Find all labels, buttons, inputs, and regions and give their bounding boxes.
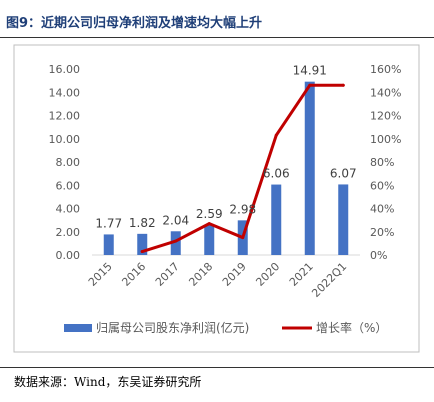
bar xyxy=(103,234,114,255)
bar xyxy=(271,184,282,255)
legend-line-label: 增长率（%） xyxy=(316,320,387,335)
bar xyxy=(137,233,148,255)
bar-data-label: 14.91 xyxy=(293,64,327,78)
bar-data-labels: 1.77 1.82 2.04 2.59 2.98 6.06 14.91 6.07 xyxy=(95,64,356,231)
left-axis-tick-label: 8.00 xyxy=(56,156,81,169)
bar-data-label: 2.59 xyxy=(196,207,223,221)
right-axis-tick-label: 80% xyxy=(370,156,394,169)
right-axis-tick-label: 40% xyxy=(370,203,394,216)
line-point xyxy=(174,239,178,243)
bar-data-label: 1.77 xyxy=(95,216,122,230)
right-axis-tick-label: 140% xyxy=(370,86,401,99)
right-axis-tick-label: 60% xyxy=(370,179,394,192)
bar-data-label: 6.07 xyxy=(330,166,357,180)
legend-bar-swatch xyxy=(64,324,92,332)
left-axis-tick-label: 4.00 xyxy=(56,203,81,216)
right-axis-tick-label: 0% xyxy=(370,249,387,262)
bar xyxy=(304,81,315,255)
right-axis-tick-label: 160% xyxy=(370,63,401,76)
right-axis-ticks: 0% 20% 40% 60% 80% 100% 120% 140% 160% xyxy=(370,63,401,262)
left-axis-tick-label: 12.00 xyxy=(49,110,81,123)
line-point xyxy=(274,133,278,137)
line-point xyxy=(140,250,144,254)
line-point xyxy=(207,222,211,226)
bar-data-label: 1.82 xyxy=(129,216,156,230)
left-axis-tick-label: 10.00 xyxy=(49,133,81,146)
left-axis-tick-label: 6.00 xyxy=(56,179,81,192)
line-series xyxy=(140,83,345,254)
left-axis-ticks: 0.00 2.00 4.00 6.00 8.00 10.00 12.00 14.00 16.00 xyxy=(49,63,81,262)
bar-data-label: 6.06 xyxy=(263,167,290,181)
left-axis-tick-label: 0.00 xyxy=(56,249,81,262)
bottom-rule xyxy=(0,367,434,368)
legend-bar-label: 归属母公司股东净利润(亿元) xyxy=(96,320,249,335)
top-rule xyxy=(0,37,434,38)
line-point xyxy=(341,83,345,87)
source-note: 数据来源：Wind，东吴证券研究所 xyxy=(14,375,202,389)
right-axis-tick-label: 120% xyxy=(370,110,401,123)
bar xyxy=(338,184,349,255)
bar-data-label: 2.04 xyxy=(162,213,189,227)
bar xyxy=(204,224,215,255)
bar-data-label: 2.98 xyxy=(229,202,256,216)
chart: 0.00 2.00 4.00 6.00 8.00 10.00 12.00 14.00 16.00… xyxy=(13,44,420,353)
right-axis-tick-label: 20% xyxy=(370,226,394,239)
bar xyxy=(170,231,181,255)
line-point xyxy=(241,236,245,240)
figure-title: 图9：近期公司归母净利润及增速均大幅上升 xyxy=(6,16,263,31)
legend: 归属母公司股东净利润(亿元) 增长率（%） xyxy=(64,320,387,335)
left-axis-tick-label: 14.00 xyxy=(49,86,81,99)
left-axis-tick-label: 16.00 xyxy=(49,63,81,76)
line-point xyxy=(308,83,312,87)
chart-frame xyxy=(13,44,420,353)
right-axis-tick-label: 100% xyxy=(370,133,401,146)
left-axis-tick-label: 2.00 xyxy=(56,226,81,239)
